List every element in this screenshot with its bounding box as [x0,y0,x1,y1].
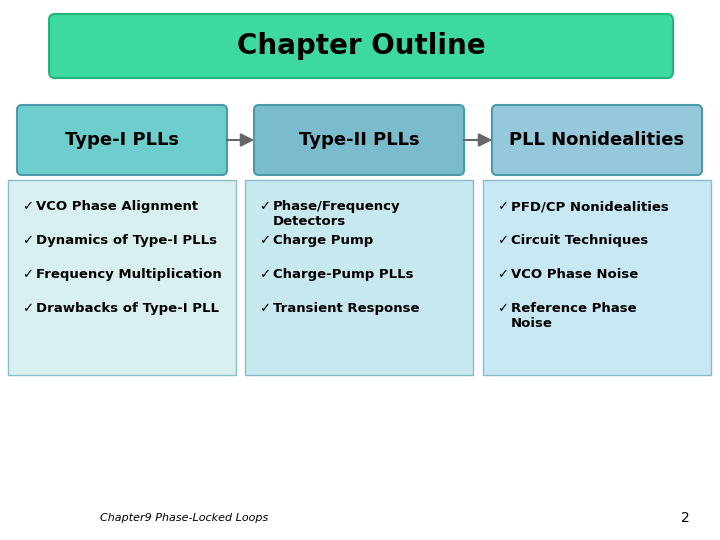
Text: Frequency Multiplication: Frequency Multiplication [36,268,222,281]
Text: Charge-Pump PLLs: Charge-Pump PLLs [273,268,413,281]
Text: ✓: ✓ [259,200,270,213]
Text: Chapter Outline: Chapter Outline [237,32,485,60]
Text: ✓: ✓ [22,234,33,247]
Text: ✓: ✓ [497,200,508,213]
Text: VCO Phase Noise: VCO Phase Noise [511,268,638,281]
FancyBboxPatch shape [8,180,236,375]
Text: Drawbacks of Type-I PLL: Drawbacks of Type-I PLL [36,302,219,315]
Text: ✓: ✓ [497,302,508,315]
Text: ✓: ✓ [22,200,33,213]
Text: PFD/CP Nonidealities: PFD/CP Nonidealities [511,200,669,213]
Text: ✓: ✓ [497,268,508,281]
Text: Dynamics of Type-I PLLs: Dynamics of Type-I PLLs [36,234,217,247]
Text: ✓: ✓ [259,302,270,315]
Text: Circuit Techniques: Circuit Techniques [511,234,648,247]
FancyBboxPatch shape [492,105,702,175]
Text: PLL Nonidealities: PLL Nonidealities [510,131,685,149]
Text: Reference Phase
Noise: Reference Phase Noise [511,302,636,330]
FancyBboxPatch shape [254,105,464,175]
Text: 2: 2 [680,511,689,525]
Text: ✓: ✓ [259,234,270,247]
Text: ✓: ✓ [497,234,508,247]
FancyBboxPatch shape [49,14,673,78]
FancyBboxPatch shape [245,180,473,375]
Text: Type-II PLLs: Type-II PLLs [299,131,419,149]
Text: ✓: ✓ [22,302,33,315]
Text: Phase/Frequency
Detectors: Phase/Frequency Detectors [273,200,400,228]
Text: Transient Response: Transient Response [273,302,420,315]
Text: Charge Pump: Charge Pump [273,234,373,247]
Text: ✓: ✓ [259,268,270,281]
Text: Chapter9 Phase-Locked Loops: Chapter9 Phase-Locked Loops [100,513,269,523]
Text: Type-I PLLs: Type-I PLLs [65,131,179,149]
FancyBboxPatch shape [17,105,227,175]
Text: ✓: ✓ [22,268,33,281]
Text: VCO Phase Alignment: VCO Phase Alignment [36,200,198,213]
FancyBboxPatch shape [483,180,711,375]
